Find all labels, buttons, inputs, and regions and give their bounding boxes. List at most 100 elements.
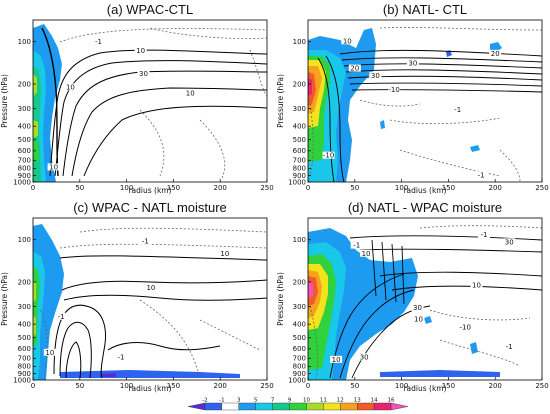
colorbar-swatch-12 bbox=[390, 402, 409, 411]
contour-dash-a-3 bbox=[139, 109, 165, 177]
ytick-label-d-2: 300 bbox=[293, 303, 306, 311]
xlabel-c: radius (km) bbox=[128, 384, 171, 393]
contour-label-d-3: -1 bbox=[353, 242, 360, 250]
contour-dash-c-3 bbox=[139, 299, 201, 379]
contour-label-bg-b-7 bbox=[322, 151, 335, 159]
plot-frame-c bbox=[32, 217, 268, 381]
contour-c-6 bbox=[65, 341, 82, 379]
contour-label-d-6: 10 bbox=[414, 316, 423, 324]
contour-labels-c: -1 10 10 -1 10 -1 bbox=[43, 237, 231, 361]
contour-label-bg-d-2 bbox=[360, 249, 373, 257]
contour-label-b-8: -1 bbox=[478, 171, 485, 179]
contour-label-bg-c-4 bbox=[43, 348, 56, 356]
shading-d bbox=[308, 228, 500, 380]
contour-label-b-1: 20 bbox=[491, 50, 500, 58]
colorbar-label-7: 11 bbox=[320, 398, 327, 404]
contour-label-bg-a-2 bbox=[137, 69, 150, 77]
contour-label-c-3: -1 bbox=[58, 313, 65, 321]
ytick-label-b-9: 1000 bbox=[288, 178, 306, 186]
contour-label-c-4: 10 bbox=[45, 349, 54, 357]
xtick-label-d-0: 0 bbox=[306, 382, 310, 390]
ytick-label-d-9: 1000 bbox=[288, 376, 306, 384]
contours-dash-a bbox=[59, 27, 267, 179]
contour-b-7 bbox=[351, 89, 542, 93]
ytick-label-a-3: 400 bbox=[18, 122, 31, 130]
contour-label-bg-d-6 bbox=[412, 315, 425, 323]
colorbar-label-2: 3 bbox=[237, 398, 241, 404]
shade-pink-b bbox=[308, 78, 312, 96]
contour-label-bg-d-0 bbox=[477, 230, 490, 238]
contours-dash-c bbox=[39, 227, 267, 379]
colorbar-swatch-8 bbox=[323, 402, 341, 411]
colorbar-swatch-1 bbox=[204, 402, 223, 411]
contour-a-inner bbox=[41, 27, 59, 177]
ytick-label-d-6: 700 bbox=[293, 355, 306, 363]
contour-label-bg-b-2 bbox=[348, 64, 361, 72]
shade-pink-d bbox=[308, 282, 313, 298]
contour-a-2 bbox=[54, 60, 267, 177]
xtick-label-a-1: 50 bbox=[75, 184, 84, 192]
colorbar-label-1: -1 bbox=[219, 398, 224, 404]
ytick-label-a-7: 800 bbox=[18, 165, 31, 173]
contour-a-4 bbox=[71, 87, 267, 177]
ytick-label-b-6: 700 bbox=[293, 157, 306, 165]
ytick-label-a-8: 900 bbox=[18, 172, 31, 180]
ylabel-b: Pressure (hPa) bbox=[276, 74, 285, 128]
shade-blob-b1 bbox=[490, 42, 502, 52]
ytick-label-d-7: 800 bbox=[293, 363, 306, 371]
ytick-label-b-8: 900 bbox=[293, 172, 306, 180]
ytick-label-c-7: 800 bbox=[18, 363, 31, 371]
plot-frame-a bbox=[32, 19, 268, 183]
xtick-label-a-4: 200 bbox=[214, 184, 227, 192]
contour-label-c-1: 10 bbox=[220, 250, 229, 258]
contour-label-bg-b-3 bbox=[369, 71, 382, 79]
contour-label-a-4: 10 bbox=[186, 90, 195, 98]
ytick-label-a-0: 100 bbox=[18, 38, 31, 46]
contour-dash-b-4 bbox=[309, 99, 314, 177]
xtick-label-c-5: 250 bbox=[260, 382, 273, 390]
ytick-label-c-0: 100 bbox=[18, 236, 31, 244]
plot-frame-d bbox=[307, 217, 543, 381]
shade-strip-c2 bbox=[100, 373, 116, 377]
contour-dash-c-1 bbox=[79, 227, 267, 233]
contour-b-6 bbox=[349, 82, 542, 87]
contour-label-bg-c-0 bbox=[139, 237, 152, 245]
contour-b-9 bbox=[325, 55, 345, 182]
colorbar-label-9: 13 bbox=[354, 398, 361, 404]
contour-label-b-4: 30 bbox=[408, 59, 417, 67]
contour-dash-a-1 bbox=[59, 28, 267, 43]
contour-b-4 bbox=[345, 69, 542, 75]
contour-b-8 bbox=[317, 57, 335, 182]
contour-c-2 bbox=[61, 279, 267, 291]
contour-label-bg-b-1 bbox=[489, 49, 502, 57]
ytick-label-a-6: 700 bbox=[18, 157, 31, 165]
ylabel-d: Pressure (hPa) bbox=[276, 272, 285, 326]
ytick-label-a-1: 200 bbox=[18, 80, 31, 88]
contour-labels-b: 10 20 20 30 30 -10 -1 -10 -1 bbox=[322, 37, 502, 179]
shade-blob-b4 bbox=[380, 120, 385, 129]
contour-label-b-5: -10 bbox=[388, 86, 399, 94]
shade-blob-d1 bbox=[470, 342, 478, 354]
contour-label-b-0: 10 bbox=[343, 37, 352, 45]
contour-label-bg-b-6 bbox=[451, 106, 464, 114]
ytick-label-c-2: 300 bbox=[18, 303, 31, 311]
xtick-label-b-0: 0 bbox=[306, 184, 310, 192]
xtick-label-d-3: 150 bbox=[442, 382, 455, 390]
panel-title-a: (a) WPAC-CTL bbox=[107, 2, 193, 17]
ytick-label-c-1: 200 bbox=[18, 278, 31, 286]
contour-label-d-2: 10 bbox=[362, 250, 371, 258]
contour-label-bg-c-1 bbox=[218, 249, 231, 257]
ytick-label-d-4: 500 bbox=[293, 334, 306, 342]
contour-label-bg-a-5 bbox=[47, 163, 60, 171]
colorbar-label-10: 14 bbox=[371, 398, 378, 404]
panel-d: (d) NATL - WPAC moisture bbox=[276, 200, 549, 393]
colorbar: -2 -1 3 5 7 9 10 11 12 13 14 16 bbox=[187, 398, 409, 411]
contour-label-bg-d-1 bbox=[503, 238, 516, 246]
shading-a bbox=[33, 24, 62, 182]
colorbar-label-4: 7 bbox=[271, 398, 275, 404]
ytick-label-b-1: 200 bbox=[293, 80, 306, 88]
contour-label-bg-d-3 bbox=[350, 241, 363, 249]
xtick-label-a-0: 0 bbox=[31, 184, 35, 192]
contour-b-3 bbox=[343, 63, 542, 69]
